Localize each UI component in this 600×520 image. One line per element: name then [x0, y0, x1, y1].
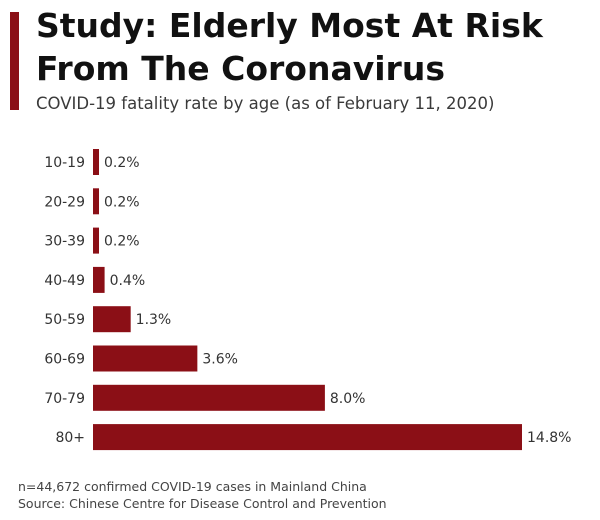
bar-30-39: [93, 227, 99, 254]
value-label-80plus: 14.8%: [527, 430, 571, 446]
chart-subtitle: COVID-19 fatality rate by age (as of Feb…: [36, 94, 495, 113]
category-label-60-69: 60-69: [44, 352, 85, 368]
bar-50-59: [93, 306, 131, 333]
category-label-50-59: 50-59: [44, 312, 85, 328]
bar-40-49: [93, 266, 105, 293]
category-label-10-19: 10-19: [44, 155, 85, 171]
value-label-50-59: 1.3%: [136, 312, 172, 328]
value-label-40-49: 0.4%: [110, 273, 146, 289]
chart-title: Study: Elderly Most At Risk From The Cor…: [36, 4, 596, 90]
bar-10-19: [93, 149, 99, 175]
source-note: Source: Chinese Centre for Disease Contr…: [18, 496, 387, 511]
value-label-60-69: 3.6%: [202, 352, 238, 368]
value-label-30-39: 0.2%: [104, 234, 140, 250]
chart-footnote: n=44,672 confirmed COVID-19 cases in Mai…: [18, 478, 387, 512]
fatality-bar-chart: 10-19 0.2% 20-29 0.2% 30-39 0.2% 40-49 0.4% 50-5…: [44, 149, 571, 451]
chart-title-line-2: From The Coronavirus: [36, 49, 445, 88]
bar-70-79: [93, 384, 325, 411]
category-label-70-79: 70-79: [44, 391, 85, 407]
category-label-20-29: 20-29: [44, 194, 85, 210]
sample-size-note: n=44,672 confirmed COVID-19 cases in Mai…: [18, 479, 367, 494]
category-label-40-49: 40-49: [44, 273, 85, 289]
category-label-80plus: 80+: [55, 430, 85, 446]
value-label-20-29: 0.2%: [104, 194, 140, 210]
title-accent-bar: [10, 12, 19, 110]
value-label-70-79: 8.0%: [330, 391, 366, 407]
bar-20-29: [93, 188, 99, 215]
category-label-30-39: 30-39: [44, 234, 85, 250]
bar-60-69: [93, 345, 198, 372]
chart-title-line-1: Study: Elderly Most At Risk: [36, 6, 543, 45]
value-label-10-19: 0.2%: [104, 155, 140, 171]
bar-80plus: [93, 424, 522, 451]
